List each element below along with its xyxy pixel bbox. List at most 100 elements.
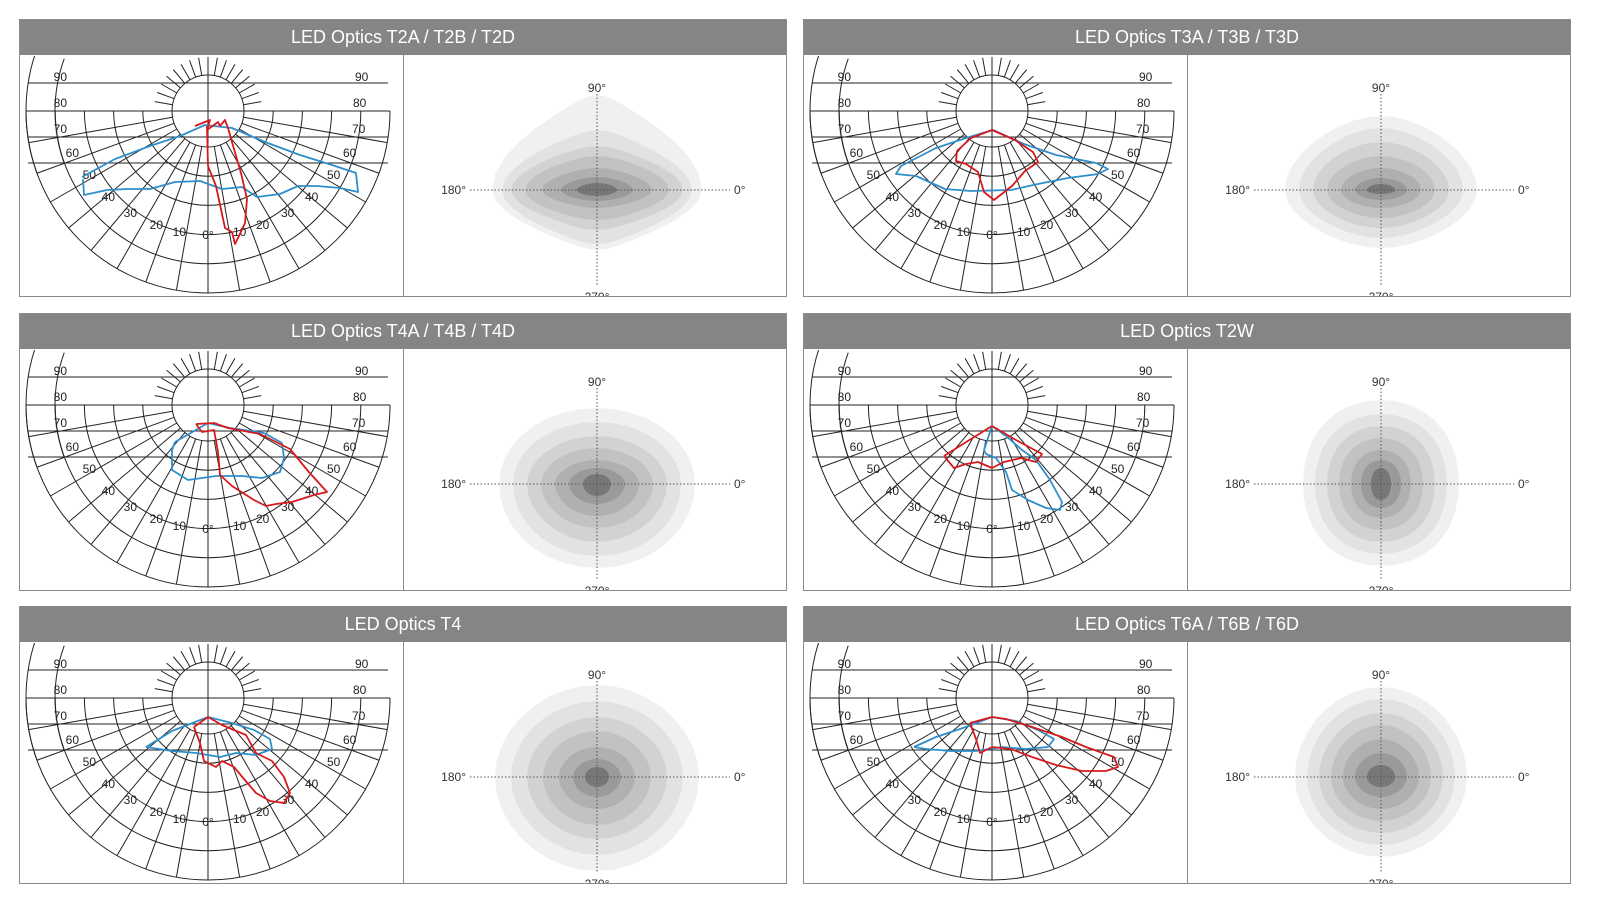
polar-right-label: 10 [233, 812, 247, 826]
polar-right-label: 60 [343, 146, 357, 160]
iso-label-180: 180° [441, 770, 466, 784]
polar-zero-label: 0° [986, 228, 998, 242]
polar-left-label: 20 [150, 218, 164, 232]
polar-left-label: 80 [838, 683, 852, 697]
polar-left-label: 40 [886, 190, 900, 204]
polar-left-label: 30 [908, 793, 922, 807]
polar-right-label: 30 [1065, 500, 1079, 514]
iso-label-270: 270° [1369, 584, 1394, 590]
polar-left-label: 20 [934, 218, 948, 232]
polar-zero-label: 0° [202, 228, 214, 242]
polar-left-label: 80 [54, 390, 68, 404]
polar-left-label: 70 [54, 122, 68, 136]
polar-right-label: 60 [343, 733, 357, 747]
divider [403, 642, 404, 883]
polar-grid [809, 350, 1175, 588]
iso-label-0: 0° [734, 770, 746, 784]
polar-left-label: 100 [47, 350, 67, 353]
polar-right-label: 90 [355, 364, 369, 378]
polar-left-label: 10 [173, 225, 187, 239]
polar-right-label: 70 [1136, 709, 1150, 723]
iso-label-90: 90° [1372, 375, 1390, 389]
polar-left-label: 100 [831, 643, 851, 646]
polar-left-label: 90 [54, 364, 68, 378]
isolux-diagram: 90° 180° 0° 270° [441, 81, 746, 296]
polar-left-label: 10 [173, 519, 187, 533]
iso-label-90: 90° [1372, 668, 1390, 682]
polar-zero-label: 0° [202, 815, 214, 829]
polar-right-label: 20 [1040, 218, 1054, 232]
polar-right-label: 10 [233, 519, 247, 533]
iso-label-270: 270° [585, 290, 610, 296]
polar-left-label: 70 [838, 709, 852, 723]
polar-right-label: 60 [1127, 146, 1141, 160]
iso-label-180: 180° [1225, 770, 1250, 784]
polar-zero-label: 0° [986, 522, 998, 536]
polar-diagram: 1009080706050403020101009080706050403020… [809, 56, 1175, 294]
polar-left-label: 90 [54, 657, 68, 671]
polar-right-label: 20 [1040, 805, 1054, 819]
polar-left-label: 10 [957, 519, 971, 533]
polar-left-label: 90 [838, 70, 852, 84]
polar-left-label: 100 [831, 350, 851, 353]
panel-title: LED Optics T6A / T6B / T6D [804, 607, 1570, 642]
divider [403, 55, 404, 296]
polar-left-label: 60 [66, 440, 80, 454]
iso-label-90: 90° [588, 375, 606, 389]
polar-left-label: 80 [54, 683, 68, 697]
iso-label-270: 270° [1369, 877, 1394, 883]
polar-left-label: 60 [850, 440, 864, 454]
polar-left-label: 20 [150, 512, 164, 526]
iso-label-270: 270° [585, 877, 610, 883]
divider [1187, 642, 1188, 883]
polar-left-label: 70 [54, 416, 68, 430]
polar-diagram: 1009080706050403020101009080706050403020… [809, 643, 1175, 881]
iso-label-0: 0° [734, 477, 746, 491]
polar-right-label: 100 [353, 350, 373, 353]
divider [1187, 55, 1188, 296]
polar-right-label: 40 [305, 190, 319, 204]
polar-right-label: 90 [1139, 70, 1153, 84]
optics-panel-t4-single: LED Optics T4 10090807060504030201010090… [19, 606, 787, 884]
polar-left-label: 20 [934, 805, 948, 819]
polar-left-label: 80 [54, 96, 68, 110]
polar-diagram: 1009080706050403020101009080706050403020… [25, 350, 391, 588]
iso-label-0: 0° [1518, 183, 1530, 197]
polar-left-label: 40 [886, 777, 900, 791]
polar-right-label: 90 [1139, 364, 1153, 378]
polar-right-label: 90 [1139, 657, 1153, 671]
iso-label-0: 0° [734, 183, 746, 197]
polar-right-label: 10 [1017, 812, 1031, 826]
iso-label-180: 180° [1225, 183, 1250, 197]
polar-right-label: 80 [1137, 390, 1151, 404]
iso-label-90: 90° [588, 81, 606, 95]
red-curve [943, 425, 1043, 469]
polar-right-label: 30 [1065, 793, 1079, 807]
polar-left-label: 60 [66, 146, 80, 160]
polar-right-label: 60 [1127, 440, 1141, 454]
polar-left-label: 90 [54, 70, 68, 84]
panel-title: LED Optics T2W [804, 314, 1570, 349]
polar-right-label: 80 [353, 683, 367, 697]
isolux-contour [583, 474, 611, 496]
polar-right-label: 20 [256, 805, 270, 819]
polar-right-label: 70 [1136, 122, 1150, 136]
polar-right-label: 50 [1111, 462, 1125, 476]
polar-left-label: 20 [934, 512, 948, 526]
polar-left-label: 40 [102, 484, 116, 498]
polar-right-label: 50 [327, 168, 341, 182]
iso-label-0: 0° [1518, 770, 1530, 784]
polar-right-label: 50 [327, 755, 341, 769]
polar-zero-label: 0° [986, 815, 998, 829]
polar-left-label: 30 [908, 500, 922, 514]
polar-grid [25, 350, 391, 588]
polar-left-label: 40 [886, 484, 900, 498]
blue-curve [983, 425, 1063, 511]
polar-left-label: 90 [838, 364, 852, 378]
polar-diagram: 1009080706050403020101009080706050403020… [25, 56, 391, 294]
iso-label-90: 90° [588, 668, 606, 682]
polar-right-label: 80 [1137, 96, 1151, 110]
polar-right-label: 10 [1017, 225, 1031, 239]
polar-right-label: 10 [233, 225, 247, 239]
polar-right-label: 80 [353, 390, 367, 404]
